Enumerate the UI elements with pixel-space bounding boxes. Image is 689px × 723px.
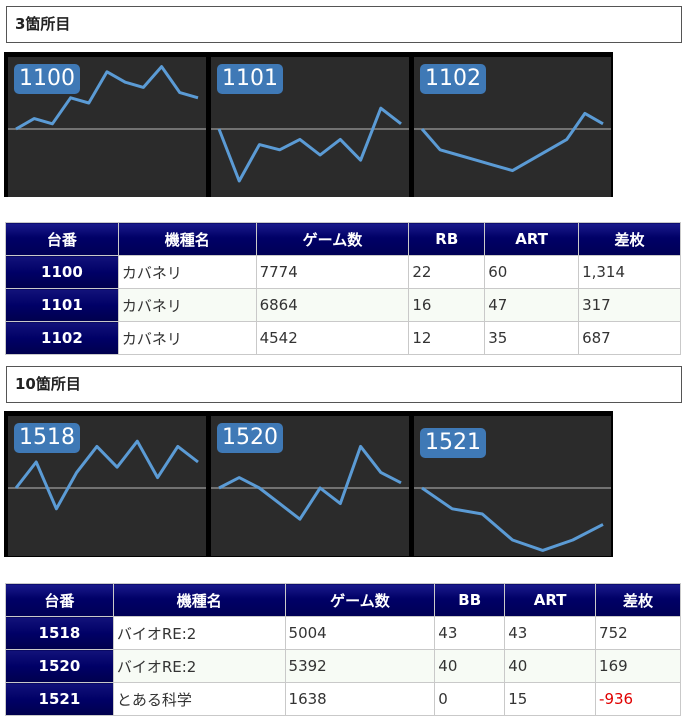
col-header-games: ゲーム数: [284, 583, 436, 617]
slump-line: [420, 111, 604, 173]
slump-line: [421, 486, 604, 552]
machine-badge-1101: 1101: [217, 64, 283, 94]
graph-strip-1: 1100 1101 1102: [4, 52, 613, 197]
games-cell: 4542: [255, 321, 410, 355]
col-header-machine-name: 機種名: [117, 222, 257, 256]
machine-name-cell: とある科学: [112, 682, 286, 716]
machine-no-cell[interactable]: 1520: [5, 649, 114, 683]
col-header-diff: 差枚: [578, 222, 681, 256]
art-cell: 40: [504, 649, 597, 683]
col-header-rb: RB: [408, 222, 486, 256]
graph-panel-1520[interactable]: 1520: [211, 416, 409, 556]
machine-badge-1518: 1518: [14, 423, 80, 453]
diff-cell: -936: [595, 682, 681, 716]
machine-name-cell: カバネリ: [117, 321, 257, 355]
bonus-cell: 40: [434, 649, 506, 683]
slump-graph-1520: [211, 444, 409, 521]
slump-graph-1101: [211, 106, 409, 183]
diff-cell: 752: [595, 616, 681, 650]
machine-table-2: 台番 機種名 ゲーム数 BB ART 差枚 1518 バイオRE:2 5004 …: [5, 583, 681, 716]
machine-no-cell[interactable]: 1102: [5, 321, 119, 355]
machine-no-cell[interactable]: 1521: [5, 682, 114, 716]
diff-cell: 1,314: [578, 255, 681, 289]
art-cell: 47: [484, 288, 580, 322]
slump-line: [217, 106, 402, 183]
bonus-cell: 16: [408, 288, 486, 322]
col-header-art: ART: [484, 222, 580, 256]
machine-no-cell[interactable]: 1100: [5, 255, 119, 289]
machine-name-cell: バイオRE:2: [112, 616, 286, 650]
games-cell: 7774: [255, 255, 410, 289]
art-cell: 43: [504, 616, 597, 650]
machine-badge-1520: 1520: [217, 423, 283, 453]
graph-panel-1518[interactable]: 1518: [8, 416, 206, 556]
col-header-games: ゲーム数: [255, 222, 410, 256]
table-row[interactable]: 1101 カバネリ 6864 16 47 317: [5, 288, 681, 322]
graph-panel-1101[interactable]: 1101: [211, 57, 409, 197]
machine-name-cell: カバネリ: [117, 288, 257, 322]
machine-no-cell[interactable]: 1518: [5, 616, 114, 650]
machine-no-cell[interactable]: 1101: [5, 288, 119, 322]
slump-graph-1518: [8, 439, 206, 511]
bonus-cell: 43: [434, 616, 506, 650]
games-cell: 1638: [284, 682, 436, 716]
col-header-bb: BB: [434, 583, 506, 617]
slump-graph-1102: [414, 111, 611, 173]
art-cell: 15: [504, 682, 597, 716]
machine-table-1: 台番 機種名 ゲーム数 RB ART 差枚 1100 カバネリ 7774 22 …: [5, 222, 681, 355]
section-title-10: 10箇所目: [6, 366, 682, 403]
slump-line: [218, 444, 402, 521]
table-row[interactable]: 1100 カバネリ 7774 22 60 1,314: [5, 255, 681, 289]
graph-panel-1102[interactable]: 1102: [414, 57, 611, 197]
table-row[interactable]: 1520 バイオRE:2 5392 40 40 169: [5, 649, 681, 683]
machine-badge-1521: 1521: [420, 428, 486, 458]
slump-graph-1521: [414, 486, 611, 552]
diff-cell: 169: [595, 649, 681, 683]
col-header-diff: 差枚: [595, 583, 681, 617]
col-header-machine-name: 機種名: [112, 583, 286, 617]
games-cell: 6864: [255, 288, 410, 322]
diff-cell: 317: [578, 288, 681, 322]
section-title-3: 3箇所目: [6, 6, 682, 43]
diff-cell: 687: [578, 321, 681, 355]
bonus-cell: 22: [408, 255, 486, 289]
bonus-cell: 0: [434, 682, 506, 716]
table-row[interactable]: 1102 カバネリ 4542 12 35 687: [5, 321, 681, 355]
table-row[interactable]: 1521 とある科学 1638 0 15 -936: [5, 682, 681, 716]
machine-name-cell: バイオRE:2: [112, 649, 286, 683]
col-header-art: ART: [504, 583, 597, 617]
slump-line: [15, 65, 199, 131]
machine-badge-1102: 1102: [420, 64, 486, 94]
slump-line: [14, 439, 199, 511]
games-cell: 5004: [284, 616, 436, 650]
col-header-machine-no: 台番: [5, 222, 119, 256]
table-header-row: 台番 機種名 ゲーム数 RB ART 差枚: [5, 222, 681, 256]
graph-panel-1521[interactable]: 1521: [414, 416, 611, 556]
machine-name-cell: カバネリ: [117, 255, 257, 289]
slump-graph-1100: [8, 65, 206, 131]
bonus-cell: 12: [408, 321, 486, 355]
graph-panel-1100[interactable]: 1100: [8, 57, 206, 197]
table-header-row: 台番 機種名 ゲーム数 BB ART 差枚: [5, 583, 681, 617]
graph-strip-2: 1518 1520 1521: [4, 411, 613, 557]
table-row[interactable]: 1518 バイオRE:2 5004 43 43 752: [5, 616, 681, 650]
art-cell: 60: [484, 255, 580, 289]
machine-badge-1100: 1100: [14, 64, 80, 94]
col-header-machine-no: 台番: [5, 583, 114, 617]
games-cell: 5392: [284, 649, 436, 683]
art-cell: 35: [484, 321, 580, 355]
